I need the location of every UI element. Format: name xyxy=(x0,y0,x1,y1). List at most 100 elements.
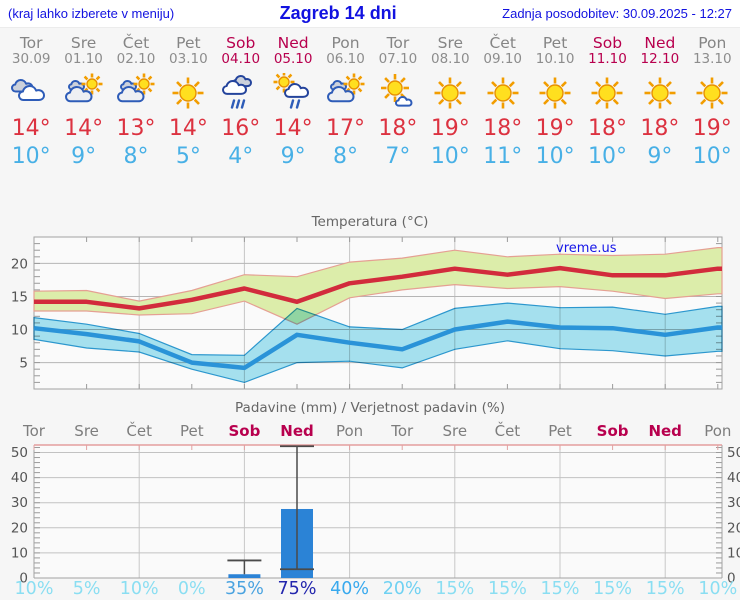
precip-day-label: Pon xyxy=(704,422,731,440)
precip-prob-label: 75% xyxy=(278,579,317,599)
low-temp: 10° xyxy=(535,144,575,169)
low-temp: 7° xyxy=(385,144,411,169)
precip-prob-label: 10% xyxy=(120,579,159,599)
temp-line-0 xyxy=(34,265,722,311)
precip-ytick-left: 10 xyxy=(11,545,28,561)
precip-day-label: Pon xyxy=(336,422,363,440)
high-temp: 17° xyxy=(326,116,366,141)
day-name: Čet xyxy=(489,34,516,52)
low-temp: 10° xyxy=(692,144,732,169)
weather-icon-box xyxy=(691,73,733,113)
precipitation-chart: Tor Sre Čet Pet Sob Ned Pon Tor Sre Čet Pet Sob Ned P… xyxy=(11,421,740,599)
sunny-icon xyxy=(487,77,519,109)
low-temp: 9° xyxy=(71,144,97,169)
day-date: 08.10 xyxy=(430,51,470,67)
precip-prob-label: 15% xyxy=(488,579,527,599)
sun-cloud-icon xyxy=(116,73,155,103)
weather-icon-box xyxy=(534,73,576,113)
precip-prob-label: 15% xyxy=(646,579,685,599)
precip-prob-label: 20% xyxy=(383,579,422,599)
precip-prob-label: 15% xyxy=(435,579,474,599)
precip-prob-label: 40% xyxy=(330,579,369,599)
day-date: 03.10 xyxy=(169,51,208,67)
low-temp: 9° xyxy=(280,144,306,169)
high-temp: 13° xyxy=(116,116,156,141)
precip-day-label: Ned xyxy=(648,422,681,440)
sunny-icon xyxy=(434,77,466,109)
mostly-sunny-icon xyxy=(380,74,413,107)
day-date: 11.10 xyxy=(588,51,627,67)
forecast-day-12[interactable]: Sob 11.10 18° 10° xyxy=(581,28,633,170)
rain-icon xyxy=(221,74,252,109)
forecast-strip: Tor 30.09 14° 10° Sre 01.10 14° 9° Čet 0… xyxy=(0,28,740,170)
precip-day-label: Čet xyxy=(495,421,521,440)
precip-ytick-right: 0 xyxy=(727,571,736,587)
forecast-day-3[interactable]: Čet 02.10 13° 8° xyxy=(110,28,162,170)
temp-ytick-label: 5 xyxy=(19,356,28,372)
day-name: Ned xyxy=(644,34,676,52)
weather-icon-box xyxy=(429,73,471,113)
high-temp: 18° xyxy=(378,116,418,141)
page-title: Zagreb 14 dni xyxy=(279,3,397,23)
high-temp: 19° xyxy=(430,116,470,141)
weather-icon-box xyxy=(63,73,105,113)
low-temp: 10° xyxy=(587,144,627,169)
low-temp: 11° xyxy=(483,144,523,169)
precip-day-label: Tor xyxy=(22,422,46,440)
precip-prob-label: 0% xyxy=(178,579,206,599)
weather-icon-box xyxy=(377,73,419,113)
day-date: 04.10 xyxy=(221,51,261,67)
forecast-day-9[interactable]: Sre 08.10 19° 10° xyxy=(424,28,476,170)
weather-icon-box xyxy=(220,73,262,113)
day-name: Tor xyxy=(386,34,410,52)
forecast-day-5[interactable]: Sob 04.10 16° 4° xyxy=(215,28,267,170)
forecast-day-13[interactable]: Ned 12.10 18° 9° xyxy=(634,28,686,170)
day-name: Čet xyxy=(122,34,150,52)
high-temp: 18° xyxy=(640,116,680,141)
precip-bar-day5 xyxy=(228,574,261,578)
temperature-chart: 5 10 15 20 xyxy=(11,236,723,390)
temp-ytick-label: 15 xyxy=(11,289,28,305)
weather-icon-box xyxy=(10,73,52,113)
watermark-link[interactable]: vreme.us xyxy=(556,241,617,256)
high-temp: 19° xyxy=(535,116,575,141)
precip-day-label: Pet xyxy=(180,422,204,440)
forecast-day-1[interactable]: Tor 30.09 14° 10° xyxy=(5,28,57,170)
forecast-day-6[interactable]: Ned 05.10 14° 9° xyxy=(267,28,319,170)
day-date: 02.10 xyxy=(116,51,156,67)
precip-chart-title: Padavine (mm) / Verjetnost padavin (%) xyxy=(235,400,505,416)
forecast-day-2[interactable]: Sre 01.10 14° 9° xyxy=(57,28,109,170)
high-temp: 14° xyxy=(64,116,104,141)
forecast-day-10[interactable]: Čet 09.10 18° 11° xyxy=(477,28,529,170)
day-name: Sre xyxy=(437,34,464,52)
temp-band-0 xyxy=(33,246,723,325)
low-temp: 4° xyxy=(228,144,254,169)
high-temp: 14° xyxy=(168,116,208,141)
forecast-day-7[interactable]: Pon 06.10 17° 8° xyxy=(319,28,371,170)
precip-prob-label: 5% xyxy=(73,579,101,599)
precip-day-label: Čet xyxy=(126,421,152,440)
precip-ytick-left: 20 xyxy=(11,520,28,536)
day-name: Pon xyxy=(331,34,360,52)
precip-prob-label: 10% xyxy=(15,579,54,599)
sunny-icon xyxy=(644,77,676,109)
precip-day-label: Tor xyxy=(390,422,414,440)
temp-ytick-label: 10 xyxy=(11,323,28,339)
forecast-day-4[interactable]: Pet 03.10 14° 5° xyxy=(162,28,214,170)
day-date: 12.10 xyxy=(640,51,680,67)
sunny-icon xyxy=(591,77,623,109)
day-date: 30.09 xyxy=(11,51,51,67)
precip-ytick-right: 30 xyxy=(727,495,740,511)
sunny-icon xyxy=(539,77,571,109)
low-temp: 8° xyxy=(123,144,149,169)
low-temp: 9° xyxy=(647,144,673,169)
forecast-day-14[interactable]: Pon 13.10 19° 10° xyxy=(686,28,738,170)
precip-ytick-right: 10 xyxy=(727,545,740,561)
day-name: Tor xyxy=(19,34,43,52)
sun-cloud-icon xyxy=(326,73,365,103)
forecast-day-11[interactable]: Pet 10.10 19° 10° xyxy=(529,28,581,170)
forecast-day-8[interactable]: Tor 07.10 18° 7° xyxy=(372,28,424,170)
sun-cloud-icon xyxy=(64,73,103,103)
precip-ytick-right: 20 xyxy=(727,520,740,536)
